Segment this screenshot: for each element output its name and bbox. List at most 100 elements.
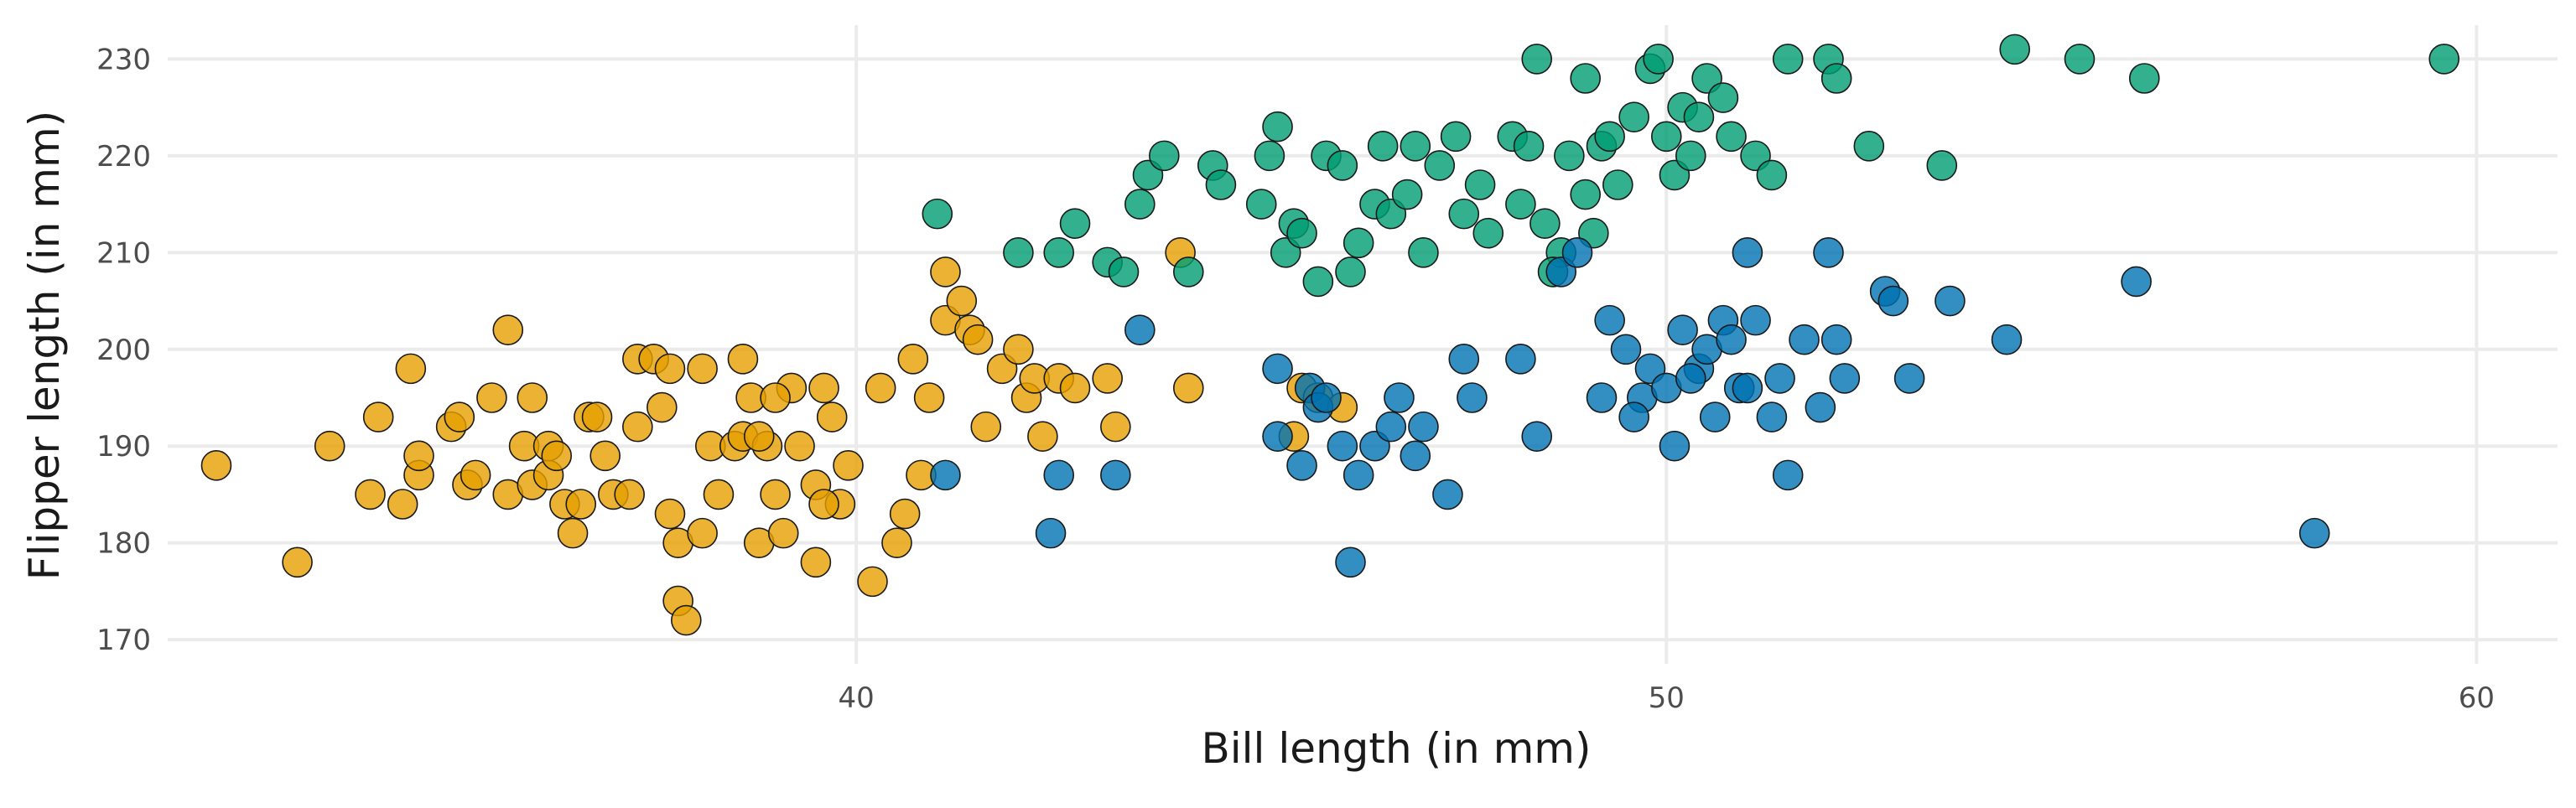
scatter-point: [687, 517, 718, 549]
scatter-point: [2298, 517, 2330, 549]
scatter-point: [1172, 256, 1204, 287]
scatter-point: [800, 546, 832, 578]
data-points: [200, 34, 2460, 636]
scatter-point: [460, 459, 491, 491]
scatter-point: [1570, 179, 1601, 210]
scatter-point: [1375, 411, 1407, 443]
scatter-point: [444, 401, 475, 432]
scatter-point: [1205, 169, 1237, 200]
x-tick-label: 40: [839, 681, 875, 715]
scatter-point: [1327, 430, 1358, 462]
scatter-point: [1999, 34, 2031, 65]
scatter-point: [946, 285, 978, 317]
y-axis-title: Flipper length (in mm): [20, 111, 69, 580]
scatter-point: [1432, 479, 1463, 510]
scatter-point: [808, 489, 839, 520]
y-tick-label: 210: [96, 236, 151, 270]
scatter-point: [1343, 459, 1374, 491]
scatter-point: [865, 372, 896, 404]
scatter-point: [1991, 324, 2023, 355]
scatter-point: [1384, 382, 1415, 413]
scatter-point: [767, 517, 799, 549]
scatter-point: [1732, 237, 1763, 268]
scatter-point: [703, 479, 735, 510]
scatter-point: [1650, 121, 1682, 153]
scatter-point: [1391, 179, 1423, 210]
scatter-point: [1935, 285, 1966, 317]
scatter-point: [1335, 256, 1366, 287]
scatter-point: [1521, 44, 1553, 75]
scatter-point: [1877, 285, 1909, 317]
scatter-point: [2428, 44, 2460, 75]
scatter-point: [1643, 44, 1674, 75]
scatter-point: [743, 421, 775, 452]
scatter-point: [1667, 314, 1698, 345]
scatter-point: [647, 391, 678, 423]
scatter-point: [1699, 401, 1731, 432]
scatter-point: [1716, 121, 1747, 153]
scatter-point: [1756, 401, 1788, 432]
scatter-point: [881, 527, 912, 558]
scatter-point: [1003, 334, 1034, 365]
scatter-point: [2128, 63, 2160, 94]
scatter-point: [889, 498, 921, 530]
scatter-point: [1464, 169, 1496, 200]
scatter-point: [1059, 372, 1091, 404]
scatter-point: [1262, 421, 1293, 452]
scatter-point: [476, 382, 507, 413]
scatter-point: [1335, 546, 1366, 578]
scatter-point: [517, 382, 548, 413]
scatter-point: [1172, 372, 1204, 404]
scatter-point: [760, 382, 791, 413]
x-tick-label: 60: [2459, 681, 2495, 715]
scatter-point: [1286, 217, 1317, 249]
scatter-point: [1400, 440, 1431, 472]
scatter-point: [1707, 82, 1739, 113]
scatter-point: [1740, 304, 1771, 336]
scatter-point: [403, 440, 434, 472]
x-axis-title: Bill length (in mm): [1201, 724, 1591, 773]
scatter-point: [970, 411, 1002, 443]
scatter-point: [687, 353, 718, 385]
scatter-point: [1262, 353, 1293, 385]
scatter-point: [1732, 372, 1763, 404]
scatter-point: [1683, 101, 1715, 132]
scatter-point: [1675, 363, 1706, 394]
scatter-point: [1408, 411, 1439, 443]
scatter-point: [1513, 131, 1545, 162]
scatter-point: [760, 479, 791, 510]
scatter-point: [1610, 334, 1642, 365]
scatter-point: [1829, 363, 1861, 394]
scatter-point: [1772, 44, 1804, 75]
y-tick-label: 200: [96, 334, 151, 367]
scatter-point: [1820, 63, 1852, 94]
scatter-point: [1124, 314, 1156, 345]
scatter-point: [362, 401, 394, 432]
scatter-point: [1003, 237, 1034, 268]
scatter-point: [1367, 131, 1399, 162]
scatter-point: [784, 430, 815, 462]
scatter-point: [1472, 217, 1504, 249]
scatter-point: [1570, 63, 1601, 94]
scatter-point: [833, 450, 864, 481]
scatter-point: [387, 489, 418, 520]
scatter-point: [1100, 459, 1131, 491]
scatter-point: [2064, 44, 2096, 75]
scatter-point: [1586, 382, 1618, 413]
scatter-point: [1027, 421, 1058, 452]
y-tick-label: 170: [96, 624, 151, 657]
scatter-point: [922, 198, 953, 230]
scatter-point: [1440, 121, 1472, 153]
scatter-point: [962, 324, 994, 355]
scatter-point: [1408, 237, 1439, 268]
scatter-point: [1327, 150, 1358, 181]
scatter-point: [1561, 237, 1593, 268]
scatter-point: [1772, 459, 1804, 491]
scatter-point: [808, 372, 839, 404]
scatter-point: [282, 546, 313, 578]
scatter-point: [1302, 266, 1334, 298]
scatter-point: [581, 401, 613, 432]
scatter-point: [1092, 363, 1123, 394]
